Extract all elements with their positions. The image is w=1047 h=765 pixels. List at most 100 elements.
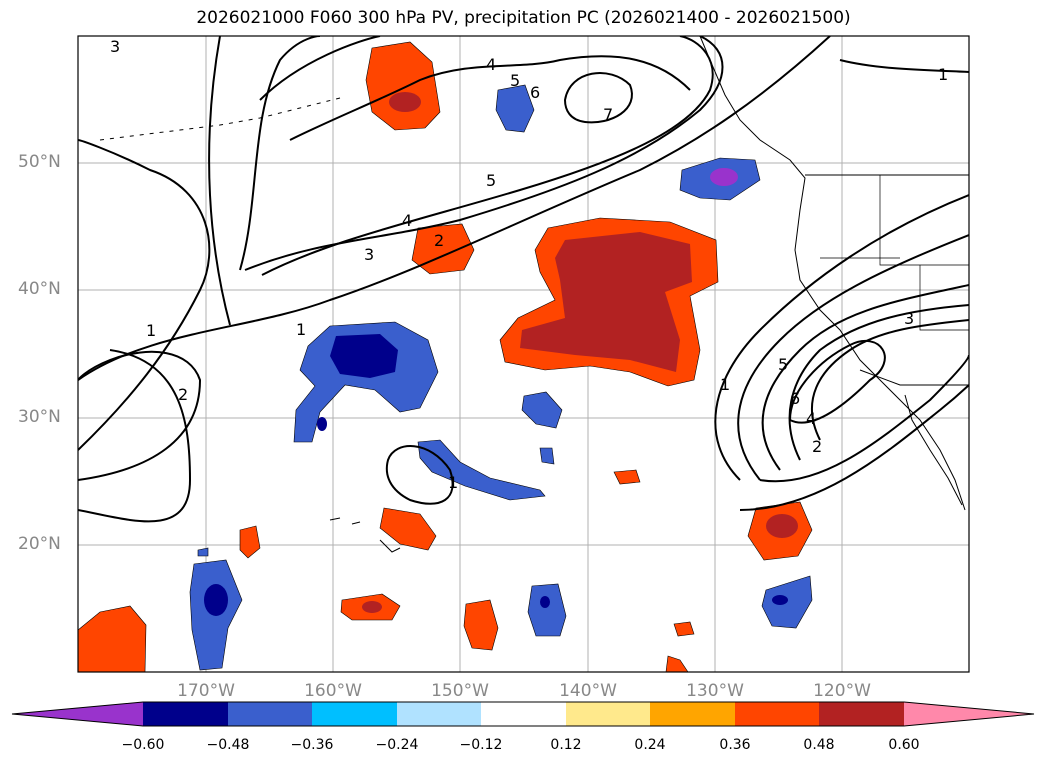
neg-core-bc [710, 168, 738, 186]
contour-label: 3 [364, 245, 374, 264]
neg-area-30n [521, 391, 563, 429]
contour-label: 6 [530, 83, 540, 102]
contour-label: 5 [486, 171, 496, 190]
map-canvas: 4 3 5 6 7 1 5 4 3 2 1 1 2 1 5 6 4 2 3 1 [77, 35, 970, 673]
contour-label: 2 [434, 231, 444, 250]
pv-contour-7 [563, 72, 633, 124]
pv-contour-east-2 [737, 234, 969, 481]
pv-contour-east-4 [788, 304, 969, 461]
pv-contour-loop-hawaii [385, 445, 454, 505]
neg-area-south-mid [527, 583, 567, 637]
pv-contour-left-3 [78, 349, 192, 523]
colorbar-segment-3 [312, 702, 397, 726]
lat-label-50n: 50°N [18, 152, 61, 172]
pv-contour-east-5 [810, 319, 969, 441]
colorbar-segment-9 [819, 702, 904, 726]
pv-contour-east-3 [761, 284, 969, 471]
contour-label: 1 [938, 65, 948, 84]
colorbar-tick: 0.48 [803, 737, 835, 753]
contour-labels: 4 3 5 6 7 1 5 4 3 2 1 1 2 1 5 6 4 2 3 1 [110, 37, 948, 492]
contour-label: 4 [402, 211, 412, 230]
pos-area-south-2 [463, 599, 499, 651]
pos-area-small-4 [665, 655, 689, 672]
colorbar-tick: 0.36 [719, 737, 751, 753]
pv-contour-east-8 [739, 384, 969, 511]
colorbar [11, 701, 1035, 727]
pos-core-gulf-alaska [389, 92, 421, 112]
pv-contour-east-1 [714, 194, 969, 481]
coastlines [99, 36, 969, 553]
neg-core-small [317, 417, 327, 431]
contour-label: 5 [510, 71, 520, 90]
contour-label: 7 [603, 105, 613, 124]
colorbar-segment-8 [735, 702, 819, 726]
colorbar-segment-4 [397, 702, 481, 726]
pos-area-small-3 [673, 621, 695, 637]
lon-label-150w: 150°W [431, 681, 489, 701]
pos-area-west-edge [78, 605, 147, 672]
pv-contour-left-2 [78, 350, 202, 481]
map-title: 2026021000 F060 300 hPa PV, precipitatio… [196, 8, 851, 28]
pos-core-south-1 [362, 601, 382, 613]
pv-contours [78, 36, 969, 523]
pv-contour-ne [839, 59, 969, 73]
colorbar-segment-0 [12, 702, 143, 726]
lat-label-40n: 40°N [18, 279, 61, 299]
contour-label: 3 [110, 37, 120, 56]
pv-contour-4 [261, 36, 714, 276]
hawaii-islands [329, 517, 401, 553]
colorbar-tick: −0.12 [459, 737, 503, 753]
contour-label: 6 [790, 389, 800, 408]
colorbar-tick: −0.60 [121, 737, 165, 753]
neg-core-west-south [204, 584, 228, 616]
contour-label: 1 [146, 321, 156, 340]
colorbar-tick: 0.60 [888, 737, 920, 753]
lon-label-140w: 140°W [559, 681, 617, 701]
colorbar-segment-6 [566, 702, 650, 726]
pos-core-central [520, 232, 692, 372]
north-america-coast [699, 36, 966, 511]
colorbar-segment-5 [481, 702, 566, 726]
neg-area-subtropics [293, 321, 439, 443]
colorbar-segment-1 [143, 702, 228, 726]
colorbar-tick: −0.24 [375, 737, 419, 753]
lat-label-30n: 30°N [18, 407, 61, 427]
pos-area-gulf-alaska [365, 41, 441, 131]
pv-contour-trough-1 [78, 36, 831, 381]
contour-label: 2 [812, 437, 822, 456]
lon-label-170w: 170°W [177, 681, 235, 701]
state-lines [820, 175, 969, 331]
neg-area-tiny [197, 547, 209, 557]
colorbar-segment-10 [904, 702, 1034, 726]
colorbar-segment-7 [650, 702, 735, 726]
pos-area-hawaii [379, 507, 437, 551]
neg-core-southeast [772, 595, 788, 605]
pos-area-small-1 [239, 525, 261, 559]
pv-contour-left-1 [78, 139, 211, 451]
pv-contour-east-6 [788, 339, 886, 424]
contour-label: 4 [806, 409, 816, 428]
colorbar-tick: −0.36 [290, 737, 334, 753]
contour-label: 4 [486, 55, 496, 74]
pv-contour-5 [289, 55, 691, 141]
contour-label: 1 [448, 473, 458, 492]
contour-label: 3 [904, 309, 914, 328]
neg-area-streak [417, 439, 546, 501]
contour-label: 1 [296, 320, 306, 339]
map-frame [77, 35, 970, 673]
pv-contour-6 [259, 36, 381, 101]
colorbar-tick: 0.24 [634, 737, 666, 753]
colorbar-segment-2 [228, 702, 312, 726]
pos-core-baja [766, 514, 798, 538]
aleutians [99, 97, 341, 141]
lat-label-20n: 20°N [18, 534, 61, 554]
colorbar-tick: −0.48 [206, 737, 250, 753]
colorbar-outline [11, 701, 1035, 727]
lon-label-160w: 160°W [304, 681, 362, 701]
contour-label: 5 [778, 355, 788, 374]
neg-core-subtropics [330, 334, 398, 378]
lon-label-130w: 130°W [686, 681, 744, 701]
pv-contour-trough-2 [208, 36, 231, 326]
neg-area-small-a [539, 447, 555, 465]
contour-label: 2 [178, 385, 188, 404]
